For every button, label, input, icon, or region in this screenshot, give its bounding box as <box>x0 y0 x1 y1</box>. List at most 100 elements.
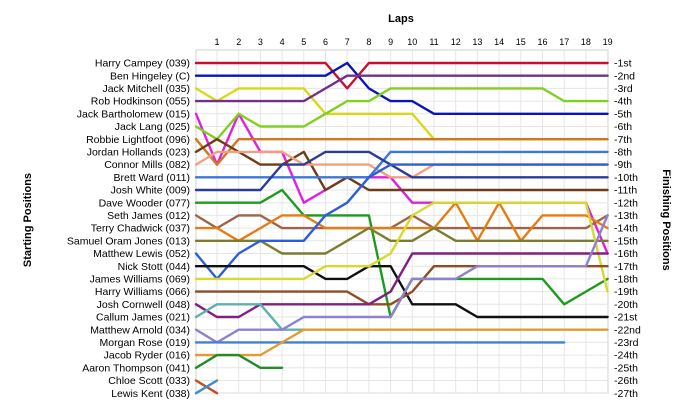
starting-position-label: Chloe Scott (033) <box>108 375 190 387</box>
finishing-position-label: -6th <box>614 121 632 133</box>
starting-position-label: Brett Ward (011) <box>114 172 190 184</box>
lap-tick-label: 18 <box>581 37 591 47</box>
starting-position-label: Rob Hodkinson (055) <box>91 96 190 108</box>
lap-tick-label: 15 <box>516 37 526 47</box>
finishing-position-label: -7th <box>614 134 632 146</box>
finishing-position-label: -17th <box>614 261 638 273</box>
lap-tick-label: 3 <box>258 37 263 47</box>
lap-tick-label: 4 <box>280 37 285 47</box>
driver-position-line <box>194 201 609 243</box>
finishing-position-label: -19th <box>614 286 638 298</box>
lap-tick-label: 7 <box>345 37 350 47</box>
driver-position-line <box>194 150 609 192</box>
finishing-position-label: -2nd <box>614 70 635 82</box>
starting-position-label: Jack Bartholomew (015) <box>77 108 190 120</box>
starting-position-label: Callum James (021) <box>96 312 190 324</box>
lap-tick-label: 13 <box>472 37 482 47</box>
driver-position-line <box>194 163 609 281</box>
starting-positions-title: Starting Positions <box>22 173 34 267</box>
finishing-position-label: -18th <box>614 274 638 286</box>
lap-tick-label: 10 <box>407 37 417 47</box>
finishing-position-label: -26th <box>614 375 638 387</box>
starting-position-label: Jordan Hollands (023) <box>87 147 190 159</box>
lap-tick-label: 9 <box>388 37 393 47</box>
lap-tick-label: 12 <box>451 37 461 47</box>
finishing-position-label: -1st <box>614 58 632 70</box>
starting-position-label: Josh Cornwell (048) <box>97 299 190 311</box>
finishing-position-label: -12th <box>614 197 638 209</box>
starting-position-label: Ben Hingeley (C) <box>110 70 190 82</box>
finishing-positions-title: Finishing Positions <box>660 169 672 270</box>
finishing-position-label: -4th <box>614 96 632 108</box>
starting-position-label: Dave Wooder (077) <box>99 197 190 209</box>
finishing-position-label: -10th <box>614 172 638 184</box>
finishing-position-label: -15th <box>614 235 638 247</box>
driver-position-line <box>194 379 219 395</box>
starting-position-label: Lewis Kent (038) <box>111 388 190 400</box>
x-axis-title: Laps <box>388 13 414 25</box>
finishing-position-label: -8th <box>614 147 632 159</box>
finishing-position-label: -14th <box>614 223 638 235</box>
lap-tick-label: 17 <box>559 37 569 47</box>
driver-position-line <box>194 137 609 166</box>
starting-position-label: Jack Lang (025) <box>115 121 190 133</box>
starting-position-label: Terry Chadwick (037) <box>91 223 190 235</box>
finishing-position-label: -22nd <box>614 324 641 336</box>
starting-position-label: Jack Mitchell (035) <box>102 83 190 95</box>
driver-position-line <box>194 265 609 319</box>
driver-position-line <box>194 137 609 192</box>
starting-position-label: Seth James (012) <box>107 210 190 222</box>
lap-tick-label: 1 <box>214 37 219 47</box>
driver-position-line <box>194 252 609 319</box>
driver-position-line <box>194 150 609 179</box>
driver-position-line <box>194 201 609 293</box>
lap-tick-label: 16 <box>537 37 547 47</box>
starting-position-label: Connor Mills (082) <box>104 159 190 171</box>
driver-position-line <box>194 353 284 369</box>
starting-position-label: Samuel Oram Jones (013) <box>67 235 190 247</box>
finishing-position-label: -5th <box>614 108 632 120</box>
starting-position-label: Harry Williams (066) <box>95 286 190 298</box>
lap-tick-label: 6 <box>323 37 328 47</box>
finishing-position-label: -23rd <box>614 337 639 349</box>
starting-position-label: James Williams (069) <box>90 274 190 286</box>
starting-position-label: Aaron Thompson (041) <box>82 362 190 374</box>
driver-position-line <box>194 74 609 103</box>
driver-position-line <box>194 226 609 255</box>
finishing-position-label: -27th <box>614 388 638 400</box>
driver-position-line <box>194 214 609 344</box>
lap-tick-label: 11 <box>429 37 438 47</box>
finishing-position-label: -16th <box>614 248 638 260</box>
starting-position-label: Jacob Ryder (016) <box>104 350 190 362</box>
starting-position-label: Nick Stott (044) <box>118 261 190 273</box>
driver-position-line <box>194 214 609 230</box>
lap-tick-label: 5 <box>301 37 306 47</box>
finishing-position-label: -24th <box>614 350 638 362</box>
starting-position-label: Josh White (009) <box>111 185 190 197</box>
driver-position-line <box>194 61 609 90</box>
driver-position-line <box>194 87 609 141</box>
finishing-position-label: -13th <box>614 210 638 222</box>
driver-position-line <box>194 61 609 116</box>
lap-tick-label: 19 <box>603 37 613 47</box>
starting-position-label: Morgan Rose (019) <box>100 337 190 349</box>
finishing-position-label: -11th <box>614 185 637 197</box>
starting-position-label: Matthew Arnold (034) <box>90 324 190 336</box>
finishing-position-label: -21st <box>614 312 637 324</box>
finishing-position-label: -25th <box>614 362 638 374</box>
series-layer <box>194 61 609 395</box>
finishing-position-label: -20th <box>614 299 638 311</box>
finishing-position-label: -3rd <box>614 83 633 95</box>
finishing-position-label: -9th <box>614 159 632 171</box>
starting-position-label: Harry Campey (039) <box>95 58 190 70</box>
driver-position-line <box>194 303 305 331</box>
lap-tick-label: 8 <box>366 37 371 47</box>
lap-tick-label: 14 <box>494 37 504 47</box>
starting-position-label: Robbie Lightfoot (096) <box>86 134 190 146</box>
starting-position-label: Matthew Lewis (052) <box>93 248 190 260</box>
driver-position-line <box>194 328 609 357</box>
label-layer: Laps Starting Positions Finishing Positi… <box>22 13 672 400</box>
lap-tick-label: 2 <box>236 37 241 47</box>
